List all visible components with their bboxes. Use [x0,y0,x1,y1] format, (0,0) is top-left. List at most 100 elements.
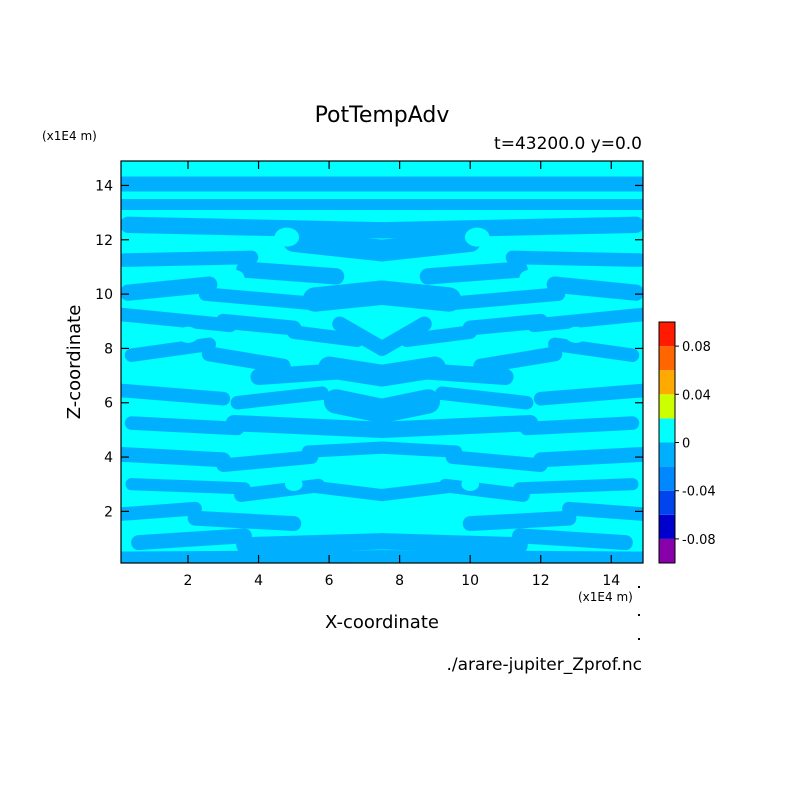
colorbar-tick-label: 0 [682,437,690,452]
colorbar-swatch [659,322,675,347]
negative-region-65 [121,550,389,563]
negative-region-53 [234,478,326,502]
y-tick-label: 2 [104,504,113,520]
negative-region-30 [473,346,563,374]
colorbar-swatch [659,466,675,491]
plot-area [120,160,644,564]
chart-subtitle: t=43200.0 y=0.0 [494,134,642,154]
y-tick-label: 12 [95,233,113,249]
negative-region-21 [215,313,302,336]
colorbar-tick-label: 0.08 [682,340,711,355]
x-axis: 2 4 6 8 10 12 14 [184,161,620,589]
corner-marks [638,586,640,640]
negative-region-28 [547,337,640,363]
colorbar-tick-label: -0.08 [682,533,716,548]
y-tick-label: 6 [104,396,113,412]
negative-region-9 [121,250,259,267]
positive-island [274,227,300,247]
negative-region-22 [462,313,549,336]
negative-region-8 [371,230,482,262]
negative-region-55 [308,480,389,502]
colorbar: -0.08 -0.04 0 0.04 0.08 [658,321,716,564]
colorbar-swatch [659,418,675,443]
negative-region-38 [435,386,534,410]
negative-region-57 [121,501,202,521]
negative-region-15 [198,287,322,311]
positive-island [461,477,480,492]
negative-region-60 [462,510,577,532]
negative-region-40 [369,389,441,424]
negative-region-51 [125,478,251,495]
negative-region-44 [373,414,539,439]
negative-region-46 [533,446,643,468]
y-tick-label: 4 [104,450,113,466]
negative-region-13 [121,276,218,301]
field-contours [121,176,643,563]
negative-region-18 [369,280,462,312]
x-tick-label: 12 [532,573,550,589]
negative-region-34 [371,356,446,387]
negative-region-25 [332,316,390,356]
y-tick-label: 10 [95,287,113,303]
colorbar-swatch [659,490,675,515]
x-tick-label: 6 [325,573,334,589]
negative-region-5 [121,216,391,239]
negative-region-24 [399,325,478,348]
negative-region-7 [282,230,393,262]
positive-island [177,326,199,343]
positive-island [285,477,303,492]
y-axis-label: Z-coordinate [64,305,85,420]
x-tick-label: 10 [461,573,479,589]
negative-region-56 [375,480,456,502]
z-unit-label: (x1E4 m) [42,129,97,143]
negative-region-47 [216,450,319,473]
colorbar-tick-label: 0.04 [682,388,711,403]
negative-region-59 [187,510,302,532]
positive-island [519,269,541,286]
x-axis-label: X-coordinate [325,612,439,633]
colorbar-tick-label: -0.04 [682,485,716,500]
negative-region-19 [121,307,238,333]
negative-region-54 [438,478,530,502]
negative-region-29 [201,346,291,374]
negative-region-66 [375,550,643,563]
footer-filename: ./arare-jupiter_Zprof.nc [446,655,642,675]
negative-region-45 [121,446,231,468]
colorbar-swatch [659,442,675,467]
negative-region-23 [286,325,365,348]
negative-region-12 [419,261,528,285]
plot-frame [120,160,644,564]
negative-region-50 [375,441,463,458]
negative-region-11 [236,261,345,285]
positive-island [223,269,245,286]
negative-region-62 [512,528,633,551]
x-tick-label: 4 [254,573,263,589]
negative-region-42 [519,416,640,436]
y-axis: 2 4 6 8 10 12 14 [95,178,643,520]
negative-region-10 [505,250,643,267]
negative-region-20 [526,307,643,333]
negative-region-35 [121,383,231,406]
negative-region-6 [373,216,643,239]
colorbar-swatch [659,370,675,395]
colorbar-swatch [659,514,675,539]
colorbar-swatch [659,394,675,419]
negative-region-36 [533,383,643,406]
negative-region-64 [373,533,528,554]
negative-region-43 [225,414,391,439]
positive-island [565,326,587,343]
negative-region-52 [513,478,639,495]
negative-region-58 [562,501,643,521]
negative-region-26 [374,316,432,356]
negative-region-41 [124,416,245,436]
negative-region-63 [236,533,391,554]
x-unit-label: (x1E4 m) [578,590,633,604]
negative-region-61 [131,528,252,551]
negative-region-48 [445,450,548,473]
negative-region-49 [301,441,389,458]
negative-region-16 [442,287,566,311]
negative-region-37 [230,386,329,410]
colorbar-swatch [659,538,675,563]
x-tick-label: 2 [184,573,193,589]
